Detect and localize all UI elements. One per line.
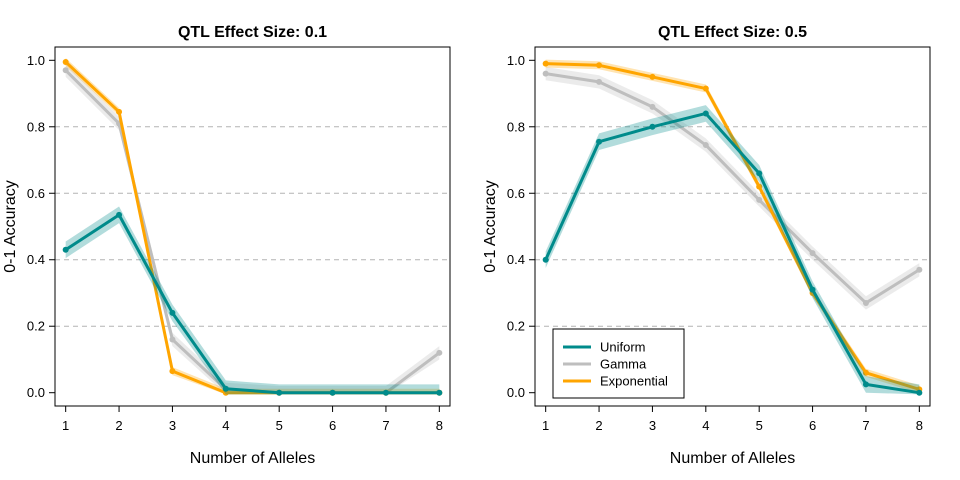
y-tick-label: 0.0: [27, 385, 45, 400]
x-tick-label: 2: [595, 418, 602, 433]
x-tick-label: 8: [916, 418, 923, 433]
data-point-uniform: [649, 123, 656, 130]
data-point-gamma: [596, 78, 603, 85]
x-tick-label: 1: [542, 418, 549, 433]
series-line-uniform: [64, 213, 440, 395]
y-axis-label: 0-1 Accuracy: [482, 180, 499, 272]
data-point-exponential: [596, 62, 603, 69]
x-tick-label: 2: [115, 418, 122, 433]
chart-panel-2: 1 2 3 4 5 6 7 8 0.0 0.2 0.4 0.6 0.8 1.0 QTL Effect Siz…: [482, 24, 931, 467]
series-band-exponential: [545, 59, 920, 394]
data-point-uniform: [596, 138, 603, 145]
y-tick-label: 0.6: [27, 186, 45, 201]
legend-label-gamma: Gamma: [600, 357, 647, 372]
data-point-uniform: [382, 389, 389, 396]
data-point-exponential: [756, 183, 763, 190]
series-band-gamma: [545, 66, 920, 310]
x-tick-label: 6: [809, 418, 816, 433]
plot-frame: [534, 46, 931, 407]
data-point-gamma: [916, 266, 923, 273]
data-point-gamma: [649, 103, 656, 110]
data-point-exponential: [649, 73, 656, 80]
y-tick-label: 0.4: [27, 252, 45, 267]
x-tick-label: 5: [756, 418, 763, 433]
series-line-exponential: [545, 62, 920, 391]
x-tick-label: 7: [862, 418, 869, 433]
data-point-uniform: [116, 211, 123, 218]
chart-title: QTL Effect Size: 0.5: [658, 24, 807, 41]
x-axis-label: Number of Alleles: [190, 450, 315, 467]
data-point-exponential: [702, 85, 709, 92]
x-tick-label: 3: [649, 418, 656, 433]
data-point-exponential: [862, 369, 869, 376]
data-point-gamma: [756, 196, 763, 203]
data-point-gamma: [436, 349, 443, 356]
data-point-gamma: [542, 70, 549, 77]
data-point-uniform: [222, 385, 229, 392]
legend-label-exponential: Exponential: [600, 374, 668, 389]
y-tick-label: 1.0: [27, 53, 45, 68]
data-point-exponential: [542, 60, 549, 67]
y-tick-label: 0.0: [507, 385, 525, 400]
data-point-uniform: [862, 381, 869, 388]
x-tick-label: 4: [222, 418, 229, 433]
y-tick-label: 1.0: [507, 53, 525, 68]
legend: Uniform Gamma Exponential: [552, 328, 685, 399]
data-point-exponential: [169, 368, 176, 375]
data-point-uniform: [542, 256, 549, 263]
plot-frame: [54, 46, 451, 407]
data-point-exponential: [62, 58, 69, 65]
legend-label-uniform: Uniform: [600, 340, 646, 355]
series-band-gamma: [65, 63, 440, 395]
x-axis-label: Number of Alleles: [670, 450, 795, 467]
x-tick-label: 8: [436, 418, 443, 433]
x-tick-label: 4: [702, 418, 709, 433]
data-point-gamma: [809, 250, 816, 257]
series-line-gamma: [545, 72, 921, 305]
data-point-uniform: [436, 389, 443, 396]
y-tick-label: 0.6: [507, 186, 525, 201]
data-point-gamma: [702, 142, 709, 149]
data-point-uniform: [809, 286, 816, 293]
data-point-uniform: [756, 170, 763, 177]
data-point-uniform: [169, 309, 176, 316]
data-point-gamma: [169, 336, 176, 343]
chart-panel-1: 1 2 3 4 5 6 7 8 0.0 0.2 0.4 0.6 0.8 1.0 QTL Effect Siz…: [2, 24, 451, 467]
data-point-uniform: [62, 246, 69, 253]
y-tick-label: 0.8: [507, 119, 525, 134]
data-point-uniform: [916, 389, 923, 396]
y-tick-label: 0.8: [27, 119, 45, 134]
y-tick-label: 0.2: [27, 319, 45, 334]
data-point-uniform: [329, 389, 336, 396]
x-tick-label: 1: [62, 418, 69, 433]
y-tick-label: 0.4: [507, 252, 525, 267]
x-tick-label: 5: [276, 418, 283, 433]
y-tick-label: 0.2: [507, 319, 525, 334]
data-point-gamma: [62, 67, 69, 74]
data-point-uniform: [276, 389, 283, 396]
data-point-uniform: [702, 110, 709, 117]
x-tick-label: 3: [169, 418, 176, 433]
series-band-uniform: [65, 206, 440, 395]
x-tick-label: 6: [329, 418, 336, 433]
x-tick-label: 7: [382, 418, 389, 433]
series-line-uniform: [544, 111, 920, 395]
y-axis-label: 0-1 Accuracy: [2, 180, 19, 272]
data-point-exponential: [116, 108, 123, 115]
chart-title: QTL Effect Size: 0.1: [178, 24, 327, 41]
data-point-gamma: [862, 299, 869, 306]
